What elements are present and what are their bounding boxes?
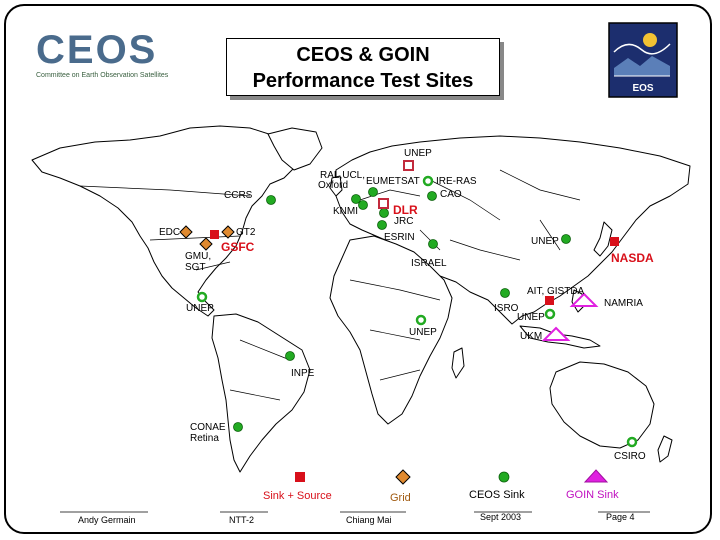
site-label-unep-americas: UNEP	[186, 303, 214, 314]
title-line-2: Performance Test Sites	[252, 70, 474, 92]
site-label-unep-asia: UNEP	[531, 236, 559, 247]
legend-goin-sink-marker	[583, 469, 609, 483]
legend-grid-marker	[395, 469, 411, 485]
legend-ceos-sink-label: CEOS Sink	[469, 489, 525, 501]
site-label-edc: EDC	[159, 227, 181, 238]
inpe-ceos-sink-marker	[285, 351, 295, 361]
north-america-landmass	[31, 125, 297, 317]
site-label-esrin: ESRIN	[384, 232, 415, 243]
site-label-unep-europe: UNEP	[404, 148, 432, 159]
cao-ceos-sink-marker	[427, 191, 437, 201]
unep-africa-ceos-sink-marker	[415, 314, 427, 326]
site-label-gsfc: GSFC	[221, 240, 255, 254]
australia-landmass	[549, 361, 655, 449]
country-borders-eurasia	[359, 169, 581, 261]
site-label-gt2: GT2	[236, 227, 256, 238]
site-label-israel: ISRAEL	[411, 258, 447, 269]
site-label-oxford: Oxford	[318, 180, 349, 191]
new-zealand-islands	[657, 435, 673, 463]
unep-asia-ceos-sink-marker	[561, 234, 571, 244]
site-label-ait-gistda: AIT, GISTDA	[527, 286, 585, 297]
dlr-ceos-sink-marker	[379, 208, 389, 218]
footer-location: Chiang Mai	[346, 515, 392, 525]
footer-author: Andy Germain	[78, 515, 136, 525]
legend-goin-sink-label: GOIN Sink	[566, 489, 619, 501]
ccrs-ceos-sink-marker	[266, 195, 276, 205]
site-label-csiro: CSIRO	[614, 451, 646, 462]
site-label-unep-india: UNEP	[517, 312, 545, 323]
site-label-unep-africa: UNEP	[409, 327, 437, 338]
orbit-icon	[613, 43, 671, 55]
south-america-landmass	[211, 313, 311, 473]
edc-grid-marker	[179, 225, 193, 239]
site-label-ukm: UKM	[520, 331, 543, 342]
oxford-ceos-sink-marker	[358, 200, 368, 210]
israel-ceos-sink-marker	[428, 239, 438, 249]
footer-date: Sept 2003	[480, 512, 522, 522]
conae-ceos-sink-marker	[233, 422, 243, 432]
csiro-ceos-sink-marker	[626, 436, 638, 448]
site-label-ire-ras: IRE-RAS	[436, 176, 477, 187]
japan-islands	[593, 221, 613, 257]
eumetsat-ceos-sink-marker	[422, 175, 434, 187]
site-label-nasda: NASDA	[611, 251, 654, 265]
legend-sink-source-marker	[295, 472, 305, 482]
greenland-landmass	[267, 127, 323, 171]
ukm-goin-sink-marker	[541, 326, 571, 341]
site-label-eumetsat: EUMETSAT	[366, 176, 420, 187]
site-label-retina: Retina	[190, 433, 219, 444]
site-label-jrc: JRC	[394, 216, 414, 227]
slide-title: CEOS & GOIN Performance Test Sites	[226, 38, 500, 96]
country-borders-south-america	[229, 339, 291, 401]
dlr-sink-source-marker	[378, 198, 389, 209]
ceos-logo: CEOS Committee on Earth Observation Sate…	[36, 30, 168, 79]
ait-sink-source-marker	[545, 296, 554, 305]
sun-icon	[643, 33, 657, 47]
africa-landmass	[329, 235, 453, 425]
eos-logo-text: EOS	[632, 83, 653, 94]
legend-ceos-sink-marker	[498, 471, 510, 483]
site-label-ral: RAL,UCL,	[320, 170, 366, 181]
site-label-gmu: GMU,	[185, 251, 212, 262]
footer-page-number: Page 4	[606, 512, 635, 522]
uk-islands	[329, 175, 343, 197]
gsfc-sink-source-marker	[210, 230, 219, 239]
mountain-icon	[614, 56, 670, 76]
unep-europe-sink-source-marker	[403, 160, 414, 171]
unep-americas-ceos-sink-marker	[196, 291, 208, 303]
ceos-logo-text: CEOS	[36, 28, 158, 72]
eos-logo: EOS	[608, 22, 678, 98]
legend-sink-source-label: Sink + Source	[263, 490, 332, 502]
title-line-1: CEOS & GOIN	[296, 44, 430, 66]
site-label-cao: CAO	[440, 189, 462, 200]
site-label-ccrs: CCRS	[224, 190, 253, 201]
site-label-conae: CONAE	[190, 422, 226, 433]
ceos-logo-subtitle: Committee on Earth Observation Satellite…	[36, 72, 169, 79]
site-label-isro: ISRO	[494, 303, 519, 314]
jrc-ceos-sink-marker	[377, 220, 387, 230]
esrin-ceos-sink-marker	[368, 187, 378, 197]
country-borders-africa	[349, 279, 441, 381]
site-label-inpe: INPE	[291, 368, 315, 379]
namria-goin-sink-marker	[569, 292, 599, 307]
knmi-ceos-sink-marker	[351, 194, 361, 204]
site-label-knmi: KNMI	[333, 206, 358, 217]
footer-event: NTT-2	[229, 515, 255, 525]
gt2-grid-marker	[221, 225, 235, 239]
country-borders-north-america	[79, 185, 251, 271]
gmu-grid-marker	[199, 237, 213, 251]
site-label-dlr: DLR	[393, 203, 418, 217]
madagascar-landmass	[451, 347, 465, 379]
isro-ceos-sink-marker	[500, 288, 510, 298]
nasda-sink-source-marker	[610, 237, 619, 246]
unep-india-ceos-sink-marker	[544, 308, 556, 320]
eos-logo-background	[608, 22, 678, 98]
site-label-sgt: SGT	[185, 262, 206, 273]
site-label-namria: NAMRIA	[604, 298, 643, 309]
legend-grid-label: Grid	[390, 492, 411, 504]
